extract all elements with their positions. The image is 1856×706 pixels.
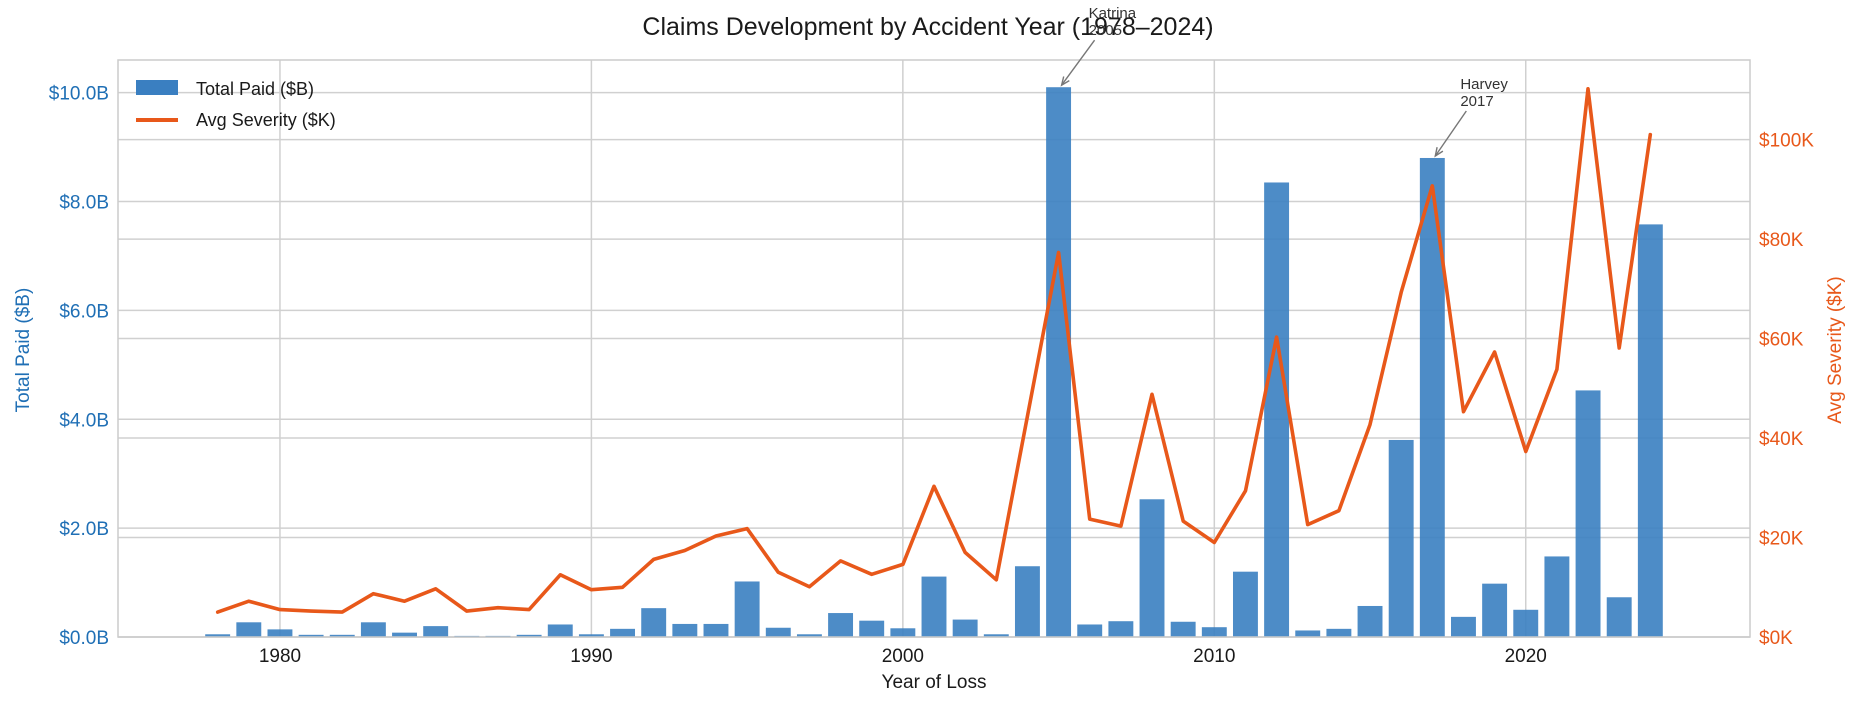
bar [1170,621,1196,637]
bar [796,634,822,637]
bar [1232,571,1258,637]
y-right-tick-label: $40K [1759,429,1804,450]
plot-border [117,59,1751,638]
bar [1544,556,1570,637]
x-tick-label: 2010 [1193,646,1235,667]
plot-frame [117,59,1751,638]
bar [236,622,262,637]
x-axis-label: Year of Loss [882,672,987,693]
bar [1482,583,1508,637]
bar [1108,621,1134,637]
bar [1357,605,1383,637]
bar [859,620,885,637]
bar [983,634,1009,637]
line-series [215,87,1653,614]
y-right-tick-label: $100K [1759,131,1814,152]
bar [267,629,293,637]
bar [1451,616,1476,637]
bar [1388,439,1414,637]
bar [392,632,417,637]
bar [610,628,636,637]
bar [1264,182,1290,637]
y-right-tick-label: $60K [1759,330,1804,351]
x-tick-label: 2020 [1505,646,1547,667]
bar [734,581,760,637]
y-right-tick-label: $0K [1759,628,1793,649]
y-right-tick-label: $20K [1759,529,1804,550]
x-tick-label: 1990 [570,646,612,667]
legend: Total Paid ($B) Avg Severity ($K) [136,79,336,130]
bar [329,634,355,637]
legend-label-bars: Total Paid ($B) [196,79,314,99]
y-left-tick-label: $4.0B [59,410,109,431]
grid-lines [118,60,1750,638]
bar [423,626,449,637]
bar [1419,157,1445,637]
bar [1606,597,1632,637]
annotation-label: Katrina [1089,5,1137,22]
x-tick-label: 2000 [882,646,924,667]
x-tick-label: 1980 [259,646,301,667]
annotation-year: 2005 [1089,22,1122,39]
legend-swatch-bars [136,80,178,95]
bar [360,622,386,637]
annotation-label: Harvey [1460,76,1508,93]
bar [890,628,916,637]
bar [205,634,231,637]
bar [672,623,698,637]
bar [578,634,604,637]
bar [828,613,854,637]
legend-label-line: Avg Severity ($K) [196,110,336,130]
bar [1575,390,1601,637]
bar [298,634,324,637]
y-left-tick-label: $10.0B [49,84,109,105]
y-right-tick-label: $80K [1759,230,1804,251]
bar [765,627,791,637]
y-axis-right-label: Avg Severity ($K) [1825,276,1846,423]
chart-title: Claims Development by Accident Year (197… [642,13,1213,41]
bar [1139,499,1165,637]
bar [1201,627,1227,637]
bar [921,576,947,637]
y-left-tick-label: $0.0B [59,628,109,649]
bar [1046,87,1072,637]
y-left-tick-label: $2.0B [59,519,109,540]
bar [1077,624,1103,637]
bar [1637,224,1663,637]
annotation-year: 2017 [1460,93,1493,110]
bar [703,623,729,637]
bar [1513,609,1539,637]
bar [1014,566,1040,637]
y-left-tick-label: $8.0B [59,193,109,214]
annotation-arrow-head [1434,147,1444,158]
bar-series [205,87,1663,637]
y-axis-left-label: Total Paid ($B) [13,288,34,413]
annotation-arrow-head [1060,76,1070,87]
y-left-tick-label: $6.0B [59,301,109,322]
bar [516,634,542,637]
axis-ticks: 1980 1990 2000 2010 2020 $0.0B $2.0B $4.0B $6.0B… [49,84,1815,667]
bar [952,619,978,637]
annotation-arrow-shaft [1061,39,1096,86]
severity-line [215,87,1653,614]
bar [547,624,573,637]
bar [1326,628,1352,637]
bar [641,608,667,637]
bar [1295,630,1321,637]
annotation-arrow-shaft [1434,110,1467,157]
